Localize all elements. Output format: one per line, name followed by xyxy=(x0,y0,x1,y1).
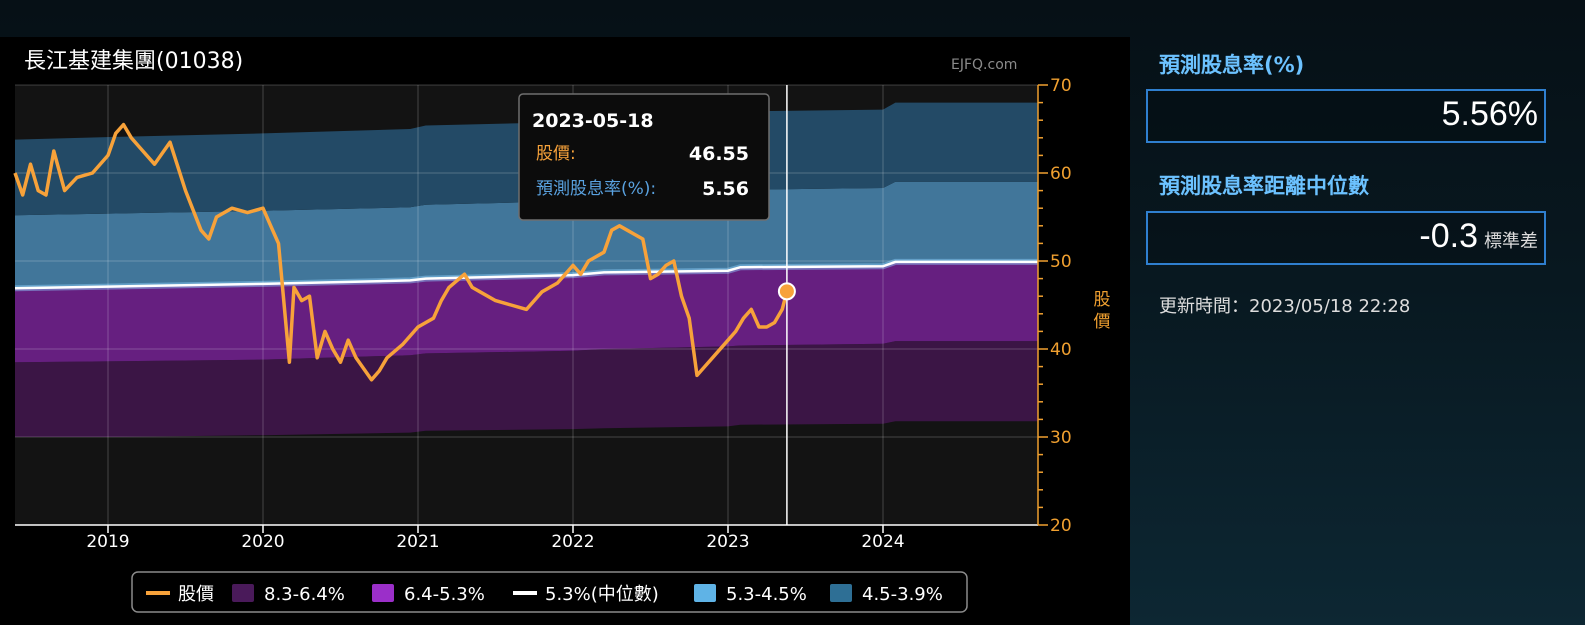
axes: 70 60 50 40 30 20 2019 2020 2021 2022 2023 2024 xyxy=(15,76,1072,552)
legend-label: 8.3-6.4% xyxy=(264,584,345,605)
price-series xyxy=(13,85,796,525)
x-tick-label: 2020 xyxy=(241,532,284,552)
distance-value-box: -0.3 標準差 xyxy=(1146,211,1546,265)
distance-unit: 標準差 xyxy=(1484,231,1538,251)
tooltip-box xyxy=(518,93,770,221)
tooltip-date: 2023-05-18 xyxy=(532,110,654,132)
legend-label: 股價 xyxy=(178,584,214,605)
yield-value-box: 5.56% xyxy=(1146,89,1546,143)
legend-label: 4.5-3.9% xyxy=(862,584,943,605)
y-axis-label-char: 價 xyxy=(1094,312,1111,332)
price-yield-chart[interactable]: 長江基建集團(01038) EJFQ.com 70 60 50 40 30 20 2019 2… xyxy=(0,37,1130,625)
update-time: 更新時間：2023/05/18 22:28 xyxy=(1159,296,1411,317)
band-5.3-4.5 xyxy=(15,181,1038,289)
distance-value: -0.3 xyxy=(1419,217,1478,255)
x-tick-label: 2023 xyxy=(706,532,749,552)
legend-swatch xyxy=(372,584,394,602)
y-axis-label: 股價 xyxy=(1094,290,1111,332)
x-tick-label: 2024 xyxy=(861,532,904,552)
y-tick-label: 40 xyxy=(1050,340,1072,360)
tooltip-yield-value: 5.56 xyxy=(702,178,749,200)
legend-swatch xyxy=(694,584,716,602)
legend-label: 5.3-4.5% xyxy=(726,584,807,605)
y-tick-label: 30 xyxy=(1050,428,1072,448)
x-tick-label: 2019 xyxy=(86,532,129,552)
cursor-point xyxy=(777,282,796,301)
chart-panel: 長江基建集團(01038) EJFQ.com 70 60 50 40 30 20 2019 2… xyxy=(0,37,1130,625)
tooltip-yield-label: 預測股息率(%): xyxy=(536,179,656,199)
legend-swatch xyxy=(232,584,254,602)
x-tick-label: 2022 xyxy=(551,532,594,552)
y-tick-label: 60 xyxy=(1050,164,1072,184)
yield-value: 5.56% xyxy=(1441,95,1538,133)
legend: 股價 8.3-6.4% 6.4-5.3% 5.3%(中位數) 5.3-4.5% 4.5-3… xyxy=(131,571,968,613)
y-axis-label-char: 股 xyxy=(1094,290,1111,310)
watermark: EJFQ.com xyxy=(951,57,1017,73)
y-tick-label: 70 xyxy=(1050,76,1072,96)
yield-title: 預測股息率(%) xyxy=(1159,53,1305,77)
distance-title: 預測股息率距離中位數 xyxy=(1159,174,1369,198)
median-line xyxy=(14,260,1038,290)
y-tick-label: 20 xyxy=(1050,516,1072,536)
tooltip-price-label: 股價: xyxy=(536,144,576,164)
legend-swatch xyxy=(830,584,852,602)
legend-label: 6.4-5.3% xyxy=(404,584,485,605)
price-line xyxy=(13,122,789,382)
tooltip: 2023-05-18 股價: 46.55 預測股息率(%): 5.56 xyxy=(518,93,770,221)
tooltip-price-value: 46.55 xyxy=(689,143,749,165)
chart-title: 長江基建集團(01038) xyxy=(24,49,243,74)
y-tick-label: 50 xyxy=(1050,252,1072,272)
legend-box xyxy=(131,571,968,613)
legend-label: 5.3%(中位數) xyxy=(545,584,659,605)
x-tick-label: 2021 xyxy=(396,532,439,552)
distance-value-wrap: -0.3 標準差 xyxy=(1419,217,1538,256)
band-8.3-6.4 xyxy=(15,341,1038,437)
